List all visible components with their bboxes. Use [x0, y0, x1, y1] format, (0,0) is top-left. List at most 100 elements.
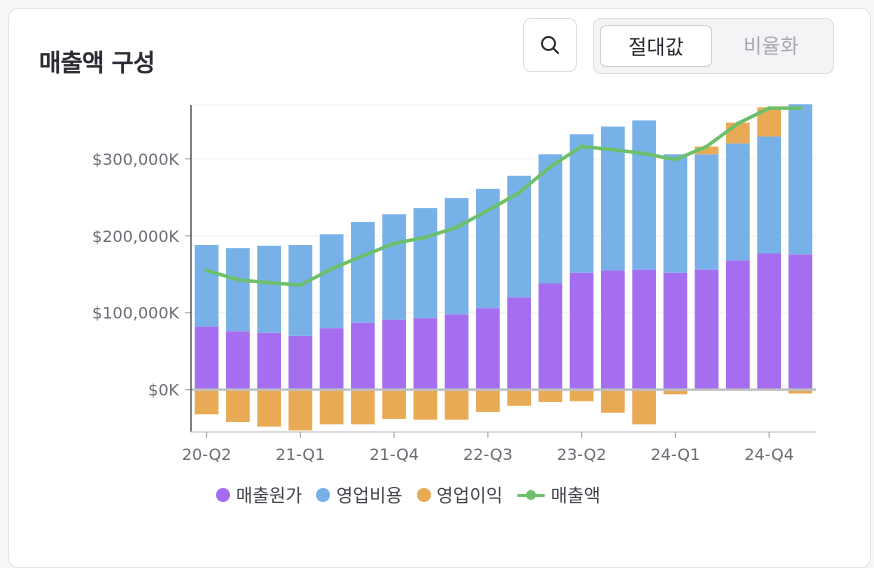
- x-tick-label: 24-Q4: [744, 445, 794, 464]
- x-tick-label: 21-Q1: [276, 445, 326, 464]
- bar-opex[interactable]: [319, 234, 344, 329]
- bar-opex[interactable]: [476, 188, 500, 309]
- bar-opex[interactable]: [757, 136, 781, 254]
- bar-cogs[interactable]: [288, 335, 313, 390]
- revenue-point[interactable]: [735, 121, 740, 126]
- bar-opex[interactable]: [569, 134, 594, 273]
- revenue-point[interactable]: [548, 164, 553, 169]
- bar-op-income[interactable]: [757, 107, 781, 137]
- revenue-point[interactable]: [423, 235, 428, 240]
- bar-op-income[interactable]: [226, 389, 250, 422]
- revenue-point[interactable]: [267, 280, 272, 285]
- revenue-point[interactable]: [767, 106, 772, 111]
- bar-opex[interactable]: [538, 154, 563, 284]
- bar-cogs[interactable]: [507, 297, 531, 390]
- revenue-point[interactable]: [642, 151, 647, 156]
- bar-op-income[interactable]: [351, 389, 375, 425]
- y-tick-label: $200,000K: [92, 227, 179, 246]
- revenue-point[interactable]: [704, 144, 709, 149]
- legend-item-cogs[interactable]: 매출원가: [216, 482, 302, 508]
- legend-label-cogs: 매출원가: [236, 486, 303, 507]
- bar-op-income[interactable]: [788, 389, 813, 394]
- bar-op-income[interactable]: [538, 389, 563, 402]
- legend-item-opex[interactable]: 영업비용: [316, 482, 403, 508]
- bar-opex[interactable]: [382, 214, 406, 320]
- bar-cogs[interactable]: [257, 332, 281, 390]
- bar-cogs[interactable]: [194, 326, 219, 390]
- revenue-point[interactable]: [235, 277, 240, 282]
- bar-op-income[interactable]: [694, 146, 719, 155]
- y-tick-label: $100,000K: [92, 304, 179, 323]
- bar-cogs[interactable]: [382, 319, 406, 390]
- bar-cogs[interactable]: [663, 272, 688, 390]
- legend-item-op-income[interactable]: 영업이익: [416, 482, 503, 508]
- bar-cogs[interactable]: [694, 269, 719, 390]
- legend-label-op-income: 영업이익: [436, 486, 503, 507]
- bar-op-income[interactable]: [319, 389, 344, 425]
- bar-opex[interactable]: [351, 221, 375, 323]
- revenue-point[interactable]: [485, 208, 490, 213]
- bar-cogs[interactable]: [726, 260, 750, 390]
- toggle-absolute[interactable]: 절대값: [600, 25, 712, 67]
- bar-cogs[interactable]: [444, 314, 469, 390]
- bar-cogs[interactable]: [351, 322, 375, 390]
- y-tick-label: $0K: [148, 381, 179, 400]
- search-button[interactable]: [523, 18, 577, 72]
- bar-opex[interactable]: [288, 245, 313, 336]
- bar-opex[interactable]: [663, 154, 688, 273]
- bar-cogs[interactable]: [632, 269, 656, 390]
- bar-opex[interactable]: [194, 245, 219, 327]
- bar-opex[interactable]: [601, 126, 625, 271]
- bar-op-income[interactable]: [663, 389, 688, 395]
- bar-opex[interactable]: [507, 175, 531, 298]
- x-tick-label: 20-Q2: [182, 445, 232, 464]
- revenue-point[interactable]: [517, 190, 522, 195]
- bar-op-income[interactable]: [507, 389, 531, 406]
- bar-cogs[interactable]: [569, 272, 594, 390]
- bar-opex[interactable]: [257, 245, 281, 333]
- revenue-point[interactable]: [454, 225, 459, 230]
- revenue-point[interactable]: [392, 241, 397, 246]
- chart-legend: 매출원가 영업비용 영업이익 매출액: [216, 482, 600, 508]
- revenue-point[interactable]: [204, 268, 209, 273]
- revenue-point[interactable]: [673, 157, 678, 162]
- bar-cogs[interactable]: [601, 270, 625, 390]
- bar-cogs[interactable]: [413, 318, 438, 390]
- bar-op-income[interactable]: [382, 389, 406, 419]
- bar-op-income[interactable]: [569, 389, 594, 402]
- bar-opex[interactable]: [413, 208, 438, 319]
- bar-cogs[interactable]: [788, 254, 813, 390]
- revenue-point[interactable]: [610, 147, 615, 152]
- toggle-ratio[interactable]: 비율화: [743, 34, 799, 58]
- bar-cogs[interactable]: [319, 328, 344, 390]
- revenue-point[interactable]: [798, 106, 803, 111]
- bar-op-income[interactable]: [444, 389, 469, 420]
- bar-opex[interactable]: [444, 198, 469, 315]
- bar-cogs[interactable]: [538, 283, 563, 390]
- revenue-point[interactable]: [360, 253, 365, 258]
- bar-opex[interactable]: [694, 154, 719, 270]
- bar-op-income[interactable]: [413, 389, 438, 420]
- legend-item-revenue[interactable]: 매출액: [516, 482, 600, 508]
- bar-op-income[interactable]: [257, 389, 281, 427]
- bar-opex[interactable]: [726, 143, 750, 261]
- bar-opex[interactable]: [226, 248, 250, 332]
- bar-opex[interactable]: [632, 120, 656, 270]
- bar-op-income[interactable]: [632, 389, 656, 425]
- bar-op-income[interactable]: [601, 389, 625, 413]
- revenue-point[interactable]: [329, 266, 334, 271]
- bar-cogs[interactable]: [757, 253, 781, 390]
- bar-cogs[interactable]: [476, 308, 500, 390]
- bar-op-income[interactable]: [476, 389, 500, 412]
- bar-cogs[interactable]: [226, 331, 250, 390]
- revenue-point[interactable]: [298, 283, 303, 288]
- bar-op-income[interactable]: [194, 389, 219, 415]
- legend-label-opex: 영업비용: [336, 486, 403, 507]
- bar-op-income[interactable]: [288, 389, 313, 431]
- revenue-point[interactable]: [579, 144, 584, 149]
- x-tick-label: 22-Q3: [463, 445, 513, 464]
- bar-op-income[interactable]: [726, 122, 750, 144]
- revenue-line[interactable]: [204, 106, 803, 287]
- bar-opex[interactable]: [788, 104, 813, 255]
